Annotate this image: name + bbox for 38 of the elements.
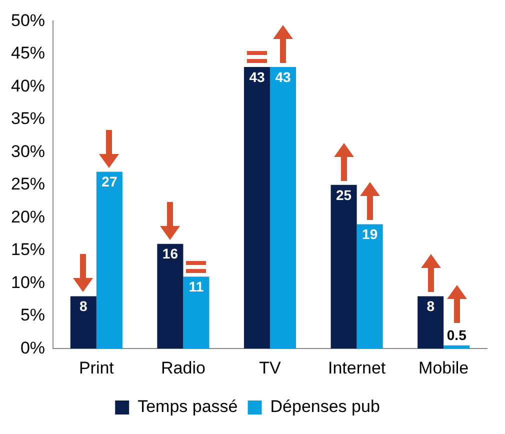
y-tick-label: 35% [10,109,46,128]
bar [444,345,470,349]
y-tick-label: 30% [10,142,46,161]
bar [270,67,296,349]
y-tick-label: 25% [10,174,46,194]
data-label: 8 [80,298,88,314]
y-tick-label: 40% [10,76,46,96]
bar [330,184,357,349]
bar [244,67,270,349]
y-tick-label: 5% [20,306,46,325]
y-tick-label: 45% [10,44,46,63]
bar [96,172,122,349]
y-tick-label: 10% [10,272,46,292]
data-label: 8 [426,298,435,314]
bar [356,224,383,349]
bar [70,296,96,349]
data-label: 0.5 [446,327,467,344]
x-tick-label: Internet [328,358,386,378]
data-label: 27 [102,174,118,190]
data-label: 25 [336,186,352,203]
legend-label: Dépenses pub [270,397,380,416]
legend-label: Temps passé [138,397,238,416]
x-tick-label: Radio [161,358,206,378]
y-tick-label: 15% [10,240,46,260]
x-tick-label: Print [78,358,114,378]
data-label: 16 [162,246,178,262]
bar [183,276,210,349]
y-tick-label: 20% [10,207,46,226]
data-label: 43 [275,68,292,85]
data-label: 19 [362,226,378,242]
x-tick-label: TV [259,358,282,378]
y-tick-label: 50% [10,10,46,30]
bar [418,296,444,349]
x-tick-label: Mobile [418,358,469,378]
bar [157,244,184,349]
y-tick-label: 0% [20,338,46,358]
data-label: 43 [249,68,265,85]
data-label: 11 [188,278,204,294]
